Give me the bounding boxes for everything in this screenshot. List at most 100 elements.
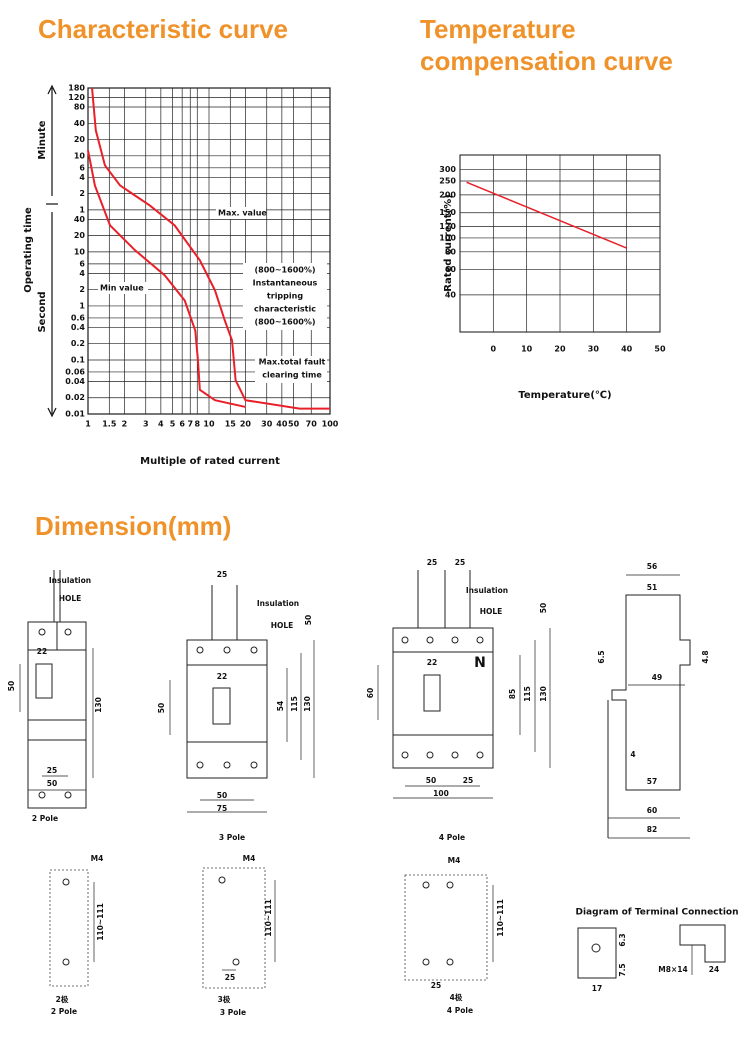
- x-tick-label: 6: [179, 420, 185, 429]
- dimension-label: 57: [647, 777, 657, 786]
- dimension-label: 60: [647, 806, 657, 815]
- y-tick-label: 0.6: [71, 313, 86, 322]
- y-tick-label: 10: [74, 151, 86, 160]
- dimension-label: 50: [539, 603, 548, 613]
- dimension-label: Insulation: [257, 599, 299, 608]
- time-arrows: [46, 84, 58, 418]
- y-tick-label: 20: [74, 135, 86, 144]
- dimension-label: 51: [647, 583, 657, 592]
- unit-label: Minute: [37, 120, 48, 159]
- dimension-label: 115: [290, 696, 299, 712]
- y-tick-label: 0.02: [65, 393, 85, 402]
- x-tick-label: 0: [491, 345, 497, 354]
- dimension-label: 60: [366, 688, 375, 698]
- dimension-label: 50: [304, 615, 313, 625]
- y-tick-label: 0.2: [71, 339, 85, 348]
- y-tick-label: 40: [445, 290, 457, 299]
- x-tick-label: 20: [240, 420, 252, 429]
- x-tick-label: 15: [225, 420, 237, 429]
- x-tick-label: 10: [203, 420, 215, 429]
- y-tick-label: 200: [439, 190, 456, 199]
- dimension-label: 17: [592, 984, 602, 993]
- curve: [466, 181, 627, 249]
- x-tick-label: 4: [158, 420, 164, 429]
- y-tick-label: 80: [74, 103, 86, 112]
- x-tick-label: 40: [621, 345, 633, 354]
- dimension-label: 3 Pole: [220, 1008, 246, 1017]
- dimension-label: M4: [448, 856, 461, 865]
- dimension-label: M4: [91, 854, 104, 863]
- series-label: Min value: [100, 284, 144, 293]
- dimension-label: HOLE: [59, 594, 82, 603]
- y-tick-label: 1: [79, 301, 85, 310]
- label-bg: [243, 263, 327, 330]
- dimension-label: N: [474, 655, 486, 671]
- y-tick-label: 40: [74, 119, 86, 128]
- y-tick-label: 300: [439, 165, 456, 174]
- curve: [87, 150, 246, 408]
- dimension-label: 7.5: [618, 963, 627, 976]
- label-bg: [98, 282, 148, 294]
- y-tick-label: 80: [445, 247, 457, 256]
- x-tick-label: 40: [276, 420, 288, 429]
- dimension-label: 2极: [56, 994, 69, 1004]
- x-tick-label: 100: [322, 420, 339, 429]
- x-tick-label: 1: [85, 420, 91, 429]
- x-axis-label: Multiple of rated current: [140, 456, 280, 467]
- x-tick-label: 7: [187, 420, 193, 429]
- dimension-label: 85: [508, 689, 517, 699]
- annotation: characteristic: [254, 305, 316, 314]
- dimension-label: 4极: [450, 992, 463, 1002]
- section-title: Characteristic curve: [38, 14, 288, 44]
- annotation: (800~1600%): [255, 266, 316, 275]
- dimension-label: 50: [47, 779, 57, 788]
- x-tick-label: 2: [122, 420, 128, 429]
- dimension-label: 110~111: [496, 899, 505, 937]
- dimension-label: 100: [433, 789, 449, 798]
- dimension-label: 25: [217, 570, 227, 579]
- dimension-label: 22: [37, 647, 47, 656]
- dimension-label: 4: [630, 750, 635, 759]
- annotation: Max.total fault: [259, 358, 326, 367]
- dimension-label: 3 Pole: [219, 833, 245, 842]
- y-tick-label: 0.01: [65, 410, 85, 419]
- x-tick-label: 50: [654, 345, 666, 354]
- dimension-label: 50: [217, 791, 227, 800]
- y-tick-label: 6: [79, 259, 85, 268]
- dimension-label: 130: [303, 696, 312, 712]
- y-tick-label: 1: [79, 205, 85, 214]
- dimension-label: 49: [652, 673, 662, 682]
- x-tick-label: 3: [143, 420, 149, 429]
- dimension-label: HOLE: [480, 607, 503, 616]
- x-tick-label: 10: [521, 345, 533, 354]
- y-tick-label: 120: [68, 93, 85, 102]
- y-tick-label: 4: [79, 269, 85, 278]
- y-tick-label: 0.06: [65, 367, 85, 376]
- x-axis-label: Temperature(℃): [518, 390, 611, 401]
- dimension-label: 25: [463, 776, 473, 785]
- drawings: [19, 570, 726, 989]
- series-label: Max. value: [218, 209, 267, 218]
- dimension-label: 25: [47, 766, 57, 775]
- dimension-label: 2 Pole: [51, 1007, 77, 1016]
- dimension-label: 25: [431, 981, 441, 990]
- dimension-label: 4 Pole: [439, 833, 465, 842]
- y-axis-label: Operating time: [23, 207, 34, 293]
- y-tick-label: 20: [74, 231, 86, 240]
- y-tick-label: 6: [79, 163, 85, 172]
- y-tick-label: 0.04: [65, 377, 85, 386]
- y-tick-label: 0.4: [71, 323, 86, 332]
- y-tick-label: 60: [445, 265, 457, 274]
- y-tick-label: 4: [79, 173, 85, 182]
- dimension-label: 6.3: [618, 933, 627, 946]
- annotation: (800~1600%): [255, 318, 316, 327]
- label-bg: [216, 207, 266, 219]
- dimension-label: Insulation: [466, 586, 508, 595]
- dimension-label: 110~111: [96, 903, 105, 941]
- y-tick-label: 2: [79, 285, 85, 294]
- x-tick-label: 20: [554, 345, 566, 354]
- dimension-label: 25: [427, 558, 437, 567]
- curve: [91, 87, 330, 410]
- dimension-label: 3极: [218, 994, 231, 1004]
